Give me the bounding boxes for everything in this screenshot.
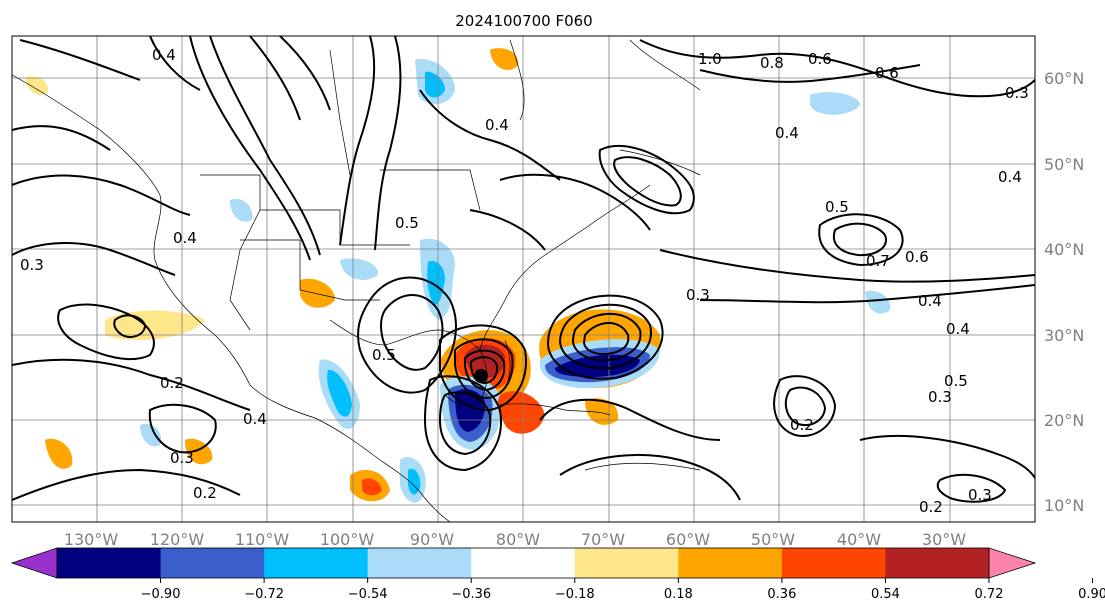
contour-label: 0.4 [775,124,799,142]
storm-center-marker [474,369,488,383]
shade-positive-pacific-mexico-core [362,478,382,496]
colorbar-box [264,548,369,578]
map-background [12,36,1035,522]
colorbar-box [57,548,162,578]
contour-label: 0.4 [152,46,176,64]
contour-label: 0.3 [968,486,992,504]
colorbar-tick-label: 0.18 [664,587,693,602]
contour-label: 0.3 [170,449,194,467]
lon-label: 80°W [496,530,540,549]
contour-label: 0.4 [946,320,970,338]
shade-negative-rockies [230,198,253,222]
lat-label: 40°N [1044,240,1084,259]
shade-positive-texas [300,278,335,308]
shade-negative-east-pacific [140,423,161,447]
shade-positive-alaska [25,76,49,95]
lon-label: 30°W [922,530,966,549]
contour-label: 0.4 [173,229,197,247]
lon-label: 130°W [64,530,119,549]
contour-label: 0.6 [808,50,832,68]
lat-label: 10°N [1044,496,1084,515]
colorbar-box [678,548,783,578]
contour-label: 0.3 [686,286,710,304]
colorbar-tick-label: 0.54 [871,587,900,602]
map-panel: 0.4 1.0 0.8 0.6 0.4 0.5 0.7 0.6 0.4 0.5 … [11,35,1036,523]
shade-positive-pacific [105,310,205,340]
contour-label: 0.8 [760,54,784,72]
colorbar-tick-label: 0.36 [767,587,796,602]
lon-label: 100°W [320,530,375,549]
contour-label: 0.4 [918,292,942,310]
colorbar: −0.90 −0.72 −0.54 −0.36 −0.18 0.18 0.36 0.54 0.7… [10,547,1105,602]
colorbar-box [885,548,990,578]
colorbar-tick-label: 0.72 [975,587,1004,602]
colorbar-tick-label: −0.54 [348,587,388,602]
map-frame [11,35,1036,523]
shade-negative-mississippi-core [427,260,445,305]
contour-label: 0.2 [193,484,217,502]
longitude-labels: 130°W 120°W 110°W 100°W 90°W 80°W 70°W 6… [64,530,966,549]
colorbar-tick-label: 0.90 [1078,587,1105,602]
lon-label: 90°W [410,530,454,549]
shade-negative-north-atlantic [810,92,860,115]
lon-label: 110°W [235,530,290,549]
shade-positive-hispaniola [585,398,619,425]
contour-label: 0.4 [243,410,267,428]
contour-label: 1.0 [698,50,722,68]
contour-label: 0.4 [485,116,509,134]
colorbar-frame [56,547,990,579]
shade-positive-far-pacific [45,438,73,469]
contour-labels: 0.4 1.0 0.8 0.6 0.4 0.5 0.7 0.6 0.4 0.5 … [20,46,1029,516]
colorbar-box [574,548,679,578]
contour-label: 0.6 [905,248,929,266]
contour-label: 0.5 [825,198,849,216]
lon-label: 120°W [150,530,205,549]
lat-label: 30°N [1044,326,1084,345]
lon-label: 70°W [581,530,625,549]
contour-label: 0.3 [20,256,44,274]
colorbar-box [367,548,472,578]
lat-label: 50°N [1044,155,1084,174]
contour-label: 0.7 [866,252,890,270]
shade-positive-labrador [490,48,519,70]
shade-negative-central-atlantic [865,290,891,314]
shade-negative-yucatan-core [455,389,486,432]
shade-negative-mexico [327,369,352,417]
colorbar-tick-label: −0.36 [451,587,491,602]
contour-label: 0.3 [1005,84,1029,102]
contour-label: 0.5 [395,214,419,232]
contour-lines [12,36,1035,503]
contour-label: 0.5 [944,372,968,390]
colorbar-tick-label: −0.18 [555,587,595,602]
shade-negative-atlantic-core [555,354,640,378]
lat-label: 60°N [1044,69,1084,88]
contour-label: 0.2 [160,374,184,392]
lon-label: 40°W [837,530,881,549]
colorbar-tick-label: −0.72 [244,587,284,602]
contour-label: 0.2 [790,416,814,434]
coastlines [12,39,701,522]
lon-label: 60°W [666,530,710,549]
shade-negative-central-america-core [408,468,421,495]
latitude-labels: 60°N 50°N 40°N 30°N 20°N 10°N [1044,69,1084,515]
colorbar-box [471,548,576,578]
colorbar-extend-low [10,547,58,579]
contour-label: 0.3 [928,388,952,406]
colorbar-tick-label: −0.90 [141,587,181,602]
colorbar-extend-high [988,547,1037,579]
colorbar-box [781,548,886,578]
lat-label: 20°N [1044,411,1084,430]
shade-negative-plains [340,258,379,280]
lon-label: 50°W [751,530,795,549]
figure-title: 2024100700 F060 [455,12,592,30]
graticule [12,36,1035,522]
contour-label: 0.6 [875,64,899,82]
contour-label: 0.4 [998,168,1022,186]
colorbar-box [160,548,265,578]
contour-label: 0.5 [372,346,396,364]
contour-label: 0.2 [919,498,943,516]
